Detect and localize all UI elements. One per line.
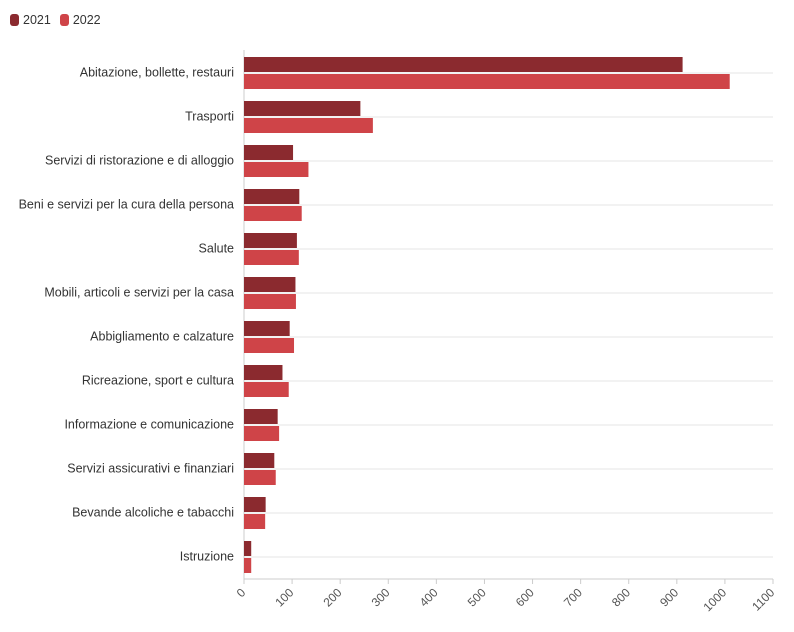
category-label: Istruzione <box>180 549 234 563</box>
x-tick-label: 400 <box>417 585 441 609</box>
category-label: Mobili, articoli e servizi per la casa <box>44 285 234 299</box>
x-tick-label: 700 <box>561 585 585 609</box>
bar-2022 <box>244 558 252 573</box>
bar-2022 <box>244 426 280 441</box>
category-label: Ricreazione, sport e cultura <box>82 373 234 387</box>
bar-2022 <box>244 250 299 265</box>
x-tick-label: 300 <box>369 585 393 609</box>
x-tick-label: 200 <box>320 585 344 609</box>
x-tick-label: 900 <box>657 585 681 609</box>
category-label: Trasporti <box>185 109 234 123</box>
bar-2022 <box>244 162 309 177</box>
category-label: Beni e servizi per la cura della persona <box>19 197 234 211</box>
x-tick-label: 500 <box>465 585 489 609</box>
category-label: Salute <box>199 241 234 255</box>
legend-swatch-2021 <box>10 14 19 26</box>
bar-2021 <box>244 189 300 204</box>
x-tick-label: 1100 <box>749 585 777 613</box>
bar-2022 <box>244 514 266 529</box>
legend-label-2022: 2022 <box>72 13 101 27</box>
bar-2022 <box>244 470 276 485</box>
x-tick-label: 0 <box>234 585 249 600</box>
bar-2022 <box>244 338 295 353</box>
bar-2021 <box>244 409 278 424</box>
x-tick-label: 800 <box>609 585 633 609</box>
x-tick-label: 100 <box>272 585 296 609</box>
x-tick-label: 1000 <box>700 585 729 614</box>
bar-2022 <box>244 74 730 89</box>
bar-2022 <box>244 118 373 133</box>
bar-2021 <box>244 365 283 380</box>
category-label: Abbigliamento e calzature <box>90 329 234 343</box>
category-label: Abitazione, bollette, restauri <box>80 65 234 79</box>
bar-2021 <box>244 497 266 512</box>
bar-2021 <box>244 277 296 292</box>
category-label: Servizi assicurativi e finanziari <box>67 461 234 475</box>
bar-2021 <box>244 453 275 468</box>
bar-2021 <box>244 145 294 160</box>
bar-2022 <box>244 206 302 221</box>
legend-swatch-2022 <box>59 14 69 26</box>
legend-label-2021: 2021 <box>23 13 51 27</box>
category-label: Informazione e comunicazione <box>64 417 234 431</box>
bar-2021 <box>244 101 361 116</box>
bar-2022 <box>244 294 296 309</box>
bar-2021 <box>244 541 252 556</box>
legend-item-2022[interactable]: 2022 <box>59 13 101 27</box>
legend-item-2021[interactable]: 2021 <box>10 13 51 27</box>
bar-2021 <box>244 321 290 336</box>
legend: 2021 2022 <box>10 11 101 29</box>
x-tick-label: 600 <box>513 585 537 609</box>
bar-2022 <box>244 382 289 397</box>
bar-2021 <box>244 233 297 248</box>
bar-2021 <box>244 57 683 72</box>
category-label: Bevande alcoliche e tabacchi <box>72 505 234 519</box>
category-label: Servizi di ristorazione e di alloggio <box>45 153 234 167</box>
